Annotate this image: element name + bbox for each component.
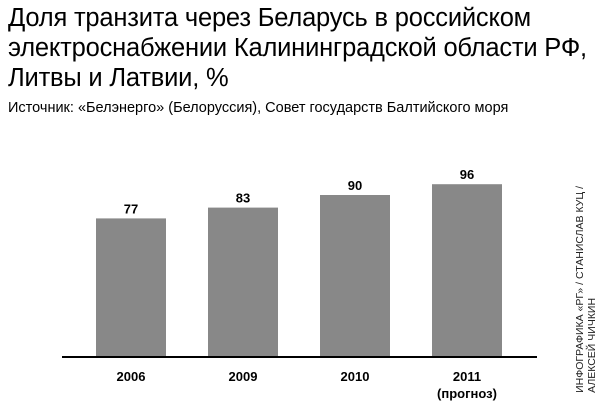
x-tick-label-2011: 2011: [453, 369, 481, 384]
data-label-2011: 96: [460, 167, 474, 182]
x-tick-label-2009: 2009: [229, 369, 258, 384]
data-label-2006: 77: [124, 201, 138, 216]
bar-2011: [432, 184, 502, 357]
data-label-2009: 83: [236, 191, 250, 206]
credit-line-1: ИНФОГРАФИКА «РГ» / СТАНИСЛАВ КУЦ /: [574, 186, 586, 393]
bar-2009: [208, 207, 278, 357]
credit-line-2: АЛЕКСЕЙ ЧИЧКИН: [586, 297, 598, 393]
x-tick-label-2006: 2006: [117, 369, 146, 384]
x-tick-sublabel-2011: (прогноз): [437, 386, 497, 401]
bars-group: [96, 184, 502, 357]
chart-source: Источник: «Белэнерго» (Белоруссия), Сове…: [8, 100, 509, 116]
bar-2006: [96, 218, 166, 357]
bar-2010: [320, 195, 390, 357]
data-label-2010: 90: [348, 178, 362, 193]
x-tick-label-2010: 2010: [341, 369, 370, 384]
infographic-credit: ИНФОГРАФИКА «РГ» / СТАНИСЛАВ КУЦ / АЛЕКС…: [574, 186, 598, 393]
labels-group: 77 2006 83 2009 90 2010 96 2011 (прогноз): [117, 167, 497, 401]
chart-title: Доля транзита через Беларусь в российско…: [8, 4, 587, 92]
